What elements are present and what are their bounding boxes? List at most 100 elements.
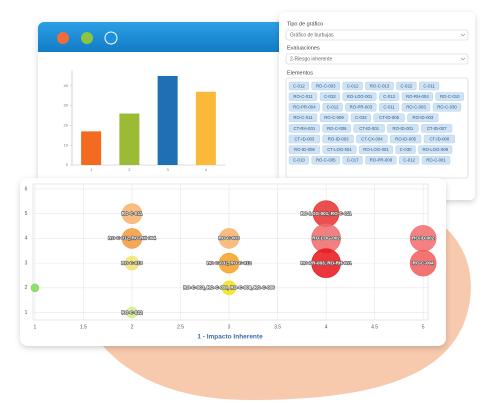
element-chip[interactable] — [322, 134, 354, 144]
bubble-label: RO-LOG-002 — [312, 236, 340, 241]
bubble[interactable] — [126, 306, 138, 319]
element-chip[interactable] — [379, 92, 400, 101]
element-chip[interactable] — [419, 81, 440, 91]
element-chip[interactable] — [342, 81, 363, 91]
bubble[interactable] — [311, 248, 341, 278]
element-chip[interactable] — [356, 134, 388, 144]
element-chip[interactable] — [288, 155, 309, 165]
bubble[interactable] — [221, 280, 237, 296]
element-chip-label: RO-C-006 — [327, 126, 347, 131]
element-chip-label: C-030 — [400, 147, 412, 152]
element-chip-label: CT-LOG-001 — [327, 147, 352, 152]
element-chip[interactable] — [311, 155, 340, 165]
bubble-label: RO-PR-003, RO-RH-001 — [301, 260, 352, 265]
element-chip[interactable] — [342, 155, 363, 165]
element-chip[interactable] — [435, 92, 464, 101]
element-chip[interactable] — [322, 124, 351, 133]
y-tick-label: 0 — [66, 162, 69, 167]
x-tick-label: 1 — [90, 167, 93, 172]
bubble-card: 1 - Impacto Inherente 1 1.5 2 2.5 3 3.5 4 4.5 5 1… — [20, 178, 446, 346]
x-tick-label: 3 — [228, 324, 231, 330]
window-dot[interactable] — [57, 32, 69, 44]
element-chip[interactable] — [359, 145, 393, 154]
element-chip-label: RO-ID-003 — [328, 136, 349, 141]
element-chip[interactable] — [390, 134, 422, 144]
element-chip-label: RO-PR-008 — [370, 158, 393, 163]
y-tick-label: 40 — [64, 83, 69, 88]
element-chip[interactable] — [322, 145, 357, 154]
element-chip[interactable] — [395, 145, 416, 154]
bubble[interactable] — [409, 249, 437, 277]
bubble-label: RO-C-013 — [122, 260, 143, 265]
bubble[interactable] — [121, 203, 143, 224]
x-tick-label: 2 — [131, 324, 134, 330]
element-chip[interactable] — [288, 81, 309, 91]
select-value: Gráfico de burbujas — [290, 33, 334, 39]
chart-type-select[interactable] — [285, 29, 469, 41]
element-chip[interactable] — [379, 102, 400, 112]
bubble-label: RO-C-012, RO-RH-004 — [108, 236, 156, 241]
element-chip[interactable] — [288, 102, 320, 112]
element-chip[interactable] — [345, 102, 377, 112]
element-chip[interactable] — [311, 81, 340, 91]
select-caret — [460, 57, 466, 61]
element-chip[interactable] — [421, 124, 453, 133]
y-tick-label: 20 — [64, 122, 69, 127]
element-chip-label: RO-C-001 — [426, 158, 446, 163]
bubble[interactable] — [124, 255, 140, 271]
bubble[interactable] — [30, 283, 40, 293]
element-chip[interactable] — [407, 113, 439, 123]
element-chip-label: CT-ID-001 — [359, 126, 379, 131]
y-tick-label: 30 — [64, 103, 69, 108]
element-chip-label: RO-C-005 — [316, 158, 336, 163]
bubble-label-shadow: RO-C-004 — [413, 260, 434, 265]
x-tick-label: 1.5 — [80, 324, 87, 330]
element-chip[interactable] — [353, 124, 385, 133]
element-chip[interactable] — [421, 155, 451, 165]
element-chip[interactable] — [319, 92, 340, 101]
element-chip[interactable] — [418, 145, 453, 154]
window-dot[interactable] — [81, 32, 93, 44]
element-chip[interactable] — [423, 134, 455, 144]
element-chip[interactable] — [365, 81, 394, 91]
bubble[interactable] — [218, 228, 240, 249]
element-chip[interactable] — [365, 155, 397, 165]
element-chip[interactable] — [401, 102, 431, 112]
element-chip[interactable] — [350, 113, 371, 123]
window-dot[interactable] — [104, 31, 118, 45]
element-chip[interactable] — [387, 124, 419, 133]
bubble-label: RO-C-032, RO-C-012 — [207, 260, 252, 265]
bubble[interactable] — [121, 228, 143, 249]
element-chip[interactable] — [432, 102, 462, 112]
element-chip[interactable] — [288, 113, 318, 123]
element-chip[interactable] — [319, 113, 349, 123]
element-chip[interactable] — [401, 92, 433, 101]
element-chip-label: RO-PR-003 — [350, 105, 373, 110]
element-chip[interactable] — [288, 134, 320, 144]
field-label: Tipo de gráfico — [287, 21, 323, 27]
element-chip-label: CT-RH-001 — [294, 126, 316, 131]
bubble-label-shadow: RO-C-003 — [219, 236, 240, 241]
bubble-label-shadow: RO-C-022 — [122, 310, 143, 315]
element-chip[interactable] — [342, 92, 377, 101]
element-chip[interactable] — [399, 155, 420, 165]
element-chip[interactable] — [322, 102, 343, 112]
element-chip-label: C-010 — [293, 158, 305, 163]
element-chip[interactable] — [288, 124, 320, 133]
select-caret — [460, 33, 466, 37]
field-label: Elementos — [287, 70, 313, 76]
bubble[interactable] — [218, 252, 240, 274]
bubble-label: RO-C-003, RO-C-009, RO-C-008, RO-C-006 — [183, 285, 275, 290]
element-chip[interactable] — [396, 81, 417, 91]
element-chip[interactable] — [373, 113, 405, 123]
element-chip-label: RO-ID-003 — [412, 115, 433, 120]
element-chip-label: C-012 — [403, 158, 415, 163]
element-chip-label: RO-C-009 — [324, 115, 344, 120]
element-chip-label: CT-ID-005 — [379, 115, 399, 120]
bubble-label-shadow: RO-C-011 — [122, 211, 143, 216]
element-chip[interactable] — [288, 145, 320, 154]
x-tick-label: 3.5 — [274, 324, 281, 330]
element-chip-label: RO-C-003 — [316, 83, 336, 88]
element-chip[interactable] — [288, 92, 318, 101]
evaluation-select[interactable] — [285, 53, 469, 65]
